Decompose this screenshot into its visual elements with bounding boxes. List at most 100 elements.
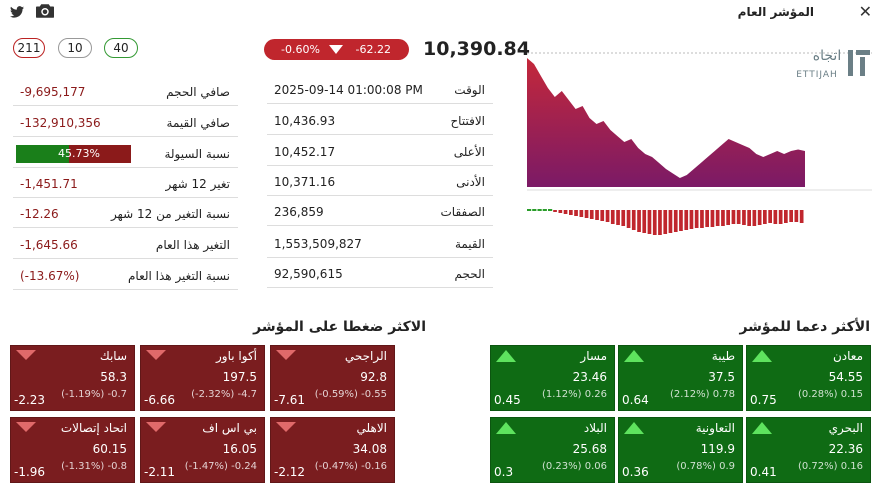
stock-change: (0.28%) 0.15 xyxy=(797,389,863,400)
stock-tile[interactable]: مسار 23.46 (1.12%) 0.26 0.45 xyxy=(490,345,615,411)
stat-row: -12.26 نسبة التغير من 12 شهر xyxy=(13,198,238,228)
stock-name: سابك xyxy=(99,349,127,363)
volume-bar xyxy=(668,210,673,233)
index-impact: 0.45 xyxy=(494,393,521,407)
stat-label: نسبة السيولة xyxy=(164,147,230,161)
stat-value: -1,645.66 xyxy=(20,238,78,252)
stat-label: الأعلى xyxy=(453,145,485,159)
stat-row: -9,695,177 صافي الحجم xyxy=(13,76,238,106)
volume-bar xyxy=(679,210,683,231)
stock-tile[interactable]: التعاونية 119.9 (0.78%) 0.9 0.36 xyxy=(618,417,743,483)
volume-bar xyxy=(684,210,689,230)
volume-bar xyxy=(794,210,799,222)
stat-label: الصفقات xyxy=(440,205,486,219)
change-percent: -0.60% xyxy=(281,43,320,56)
up-arrow-icon xyxy=(752,350,772,362)
twitter-icon[interactable] xyxy=(10,6,24,18)
down-arrow-icon xyxy=(146,422,166,432)
stock-name: مسار xyxy=(580,349,607,363)
volume-bar xyxy=(763,210,767,224)
stat-row: 2025-09-14 01:00:08 PM الوقت xyxy=(267,74,493,104)
stock-name: طيبة xyxy=(711,349,735,363)
stock-tile[interactable]: معادن 54.55 (0.28%) 0.15 0.75 xyxy=(746,345,871,411)
stock-price: 197.5 xyxy=(222,370,257,384)
volume-bar xyxy=(689,210,694,229)
most-pressure-heading: الاكثر ضغطا على المؤشر xyxy=(253,319,426,335)
volume-bar xyxy=(542,209,547,211)
volume-bar xyxy=(527,209,532,211)
stat-value: 10,371.16 xyxy=(274,175,336,189)
index-impact: -1.96 xyxy=(14,465,46,479)
stock-change: (-1.47%) -0.24 xyxy=(184,461,257,472)
stock-change: (-1.19%) -0.7 xyxy=(61,389,127,400)
stock-tile[interactable]: بي اس اف 16.05 (-1.47%) -0.24 -2.11 xyxy=(140,417,265,483)
stock-price: 54.55 xyxy=(828,370,863,384)
down-arrow-icon xyxy=(276,350,296,360)
stock-tile[interactable]: البحري 22.36 (0.72%) 0.16 0.41 xyxy=(746,417,871,483)
volume-bar xyxy=(705,210,709,227)
stock-tile[interactable]: الراجحي 92.8 (-0.59%) -0.55 -7.61 xyxy=(270,345,395,411)
volume-bar xyxy=(768,210,772,223)
liquidity-bar: 45.73% xyxy=(16,145,131,163)
camera-icon[interactable] xyxy=(36,4,54,18)
volume-bar xyxy=(663,210,668,234)
intraday-chart xyxy=(527,52,872,235)
stat-row: 1,553,509,827 القيمة xyxy=(267,228,493,258)
stat-value: -1,451.71 xyxy=(20,177,78,191)
index-impact: -6.66 xyxy=(144,393,176,407)
stock-name: البحري xyxy=(828,421,863,435)
stock-price: 23.46 xyxy=(572,370,607,384)
stat-label: الأدنى xyxy=(456,175,485,189)
stat-row: (-13.67%) نسبة التغير هذا العام xyxy=(13,260,238,290)
volume-bar xyxy=(673,210,678,232)
stock-tile[interactable]: البلاد 25.68 (0.23%) 0.06 0.3 xyxy=(490,417,615,483)
volume-bar xyxy=(736,210,741,224)
stat-label: نسبة التغير من 12 شهر xyxy=(110,207,230,221)
stock-price: 25.68 xyxy=(572,442,607,456)
volume-bar xyxy=(731,210,736,224)
stock-change: (0.72%) 0.16 xyxy=(797,461,863,472)
volume-bar xyxy=(652,210,657,235)
stat-row: 10,436.93 الافتتاح xyxy=(267,105,493,135)
index-impact: 0.3 xyxy=(494,465,514,479)
volume-bar xyxy=(721,210,725,226)
volume-bar xyxy=(658,210,662,235)
stock-tile[interactable]: الاهلي 34.08 (-0.47%) -0.16 -2.12 xyxy=(270,417,395,483)
stat-value: -12.26 xyxy=(20,207,59,221)
index-impact: 0.36 xyxy=(622,465,649,479)
up-arrow-icon xyxy=(496,422,516,434)
stat-row: 10,371.16 الأدنى xyxy=(267,166,493,196)
stock-name: البلاد xyxy=(583,421,607,435)
change-points: -62.22 xyxy=(355,43,391,56)
close-icon[interactable]: ✕ xyxy=(858,2,872,21)
index-impact: 0.75 xyxy=(750,393,777,407)
volume-bar xyxy=(616,210,620,225)
stat-value: 1,553,509,827 xyxy=(274,237,362,251)
stock-tile[interactable]: طيبة 37.5 (2.12%) 0.78 0.64 xyxy=(618,345,743,411)
volume-bar xyxy=(747,210,751,226)
stock-price: 37.5 xyxy=(708,370,735,384)
stat-row: 236,859 الصفقات xyxy=(267,196,493,226)
stock-tile[interactable]: سابك 58.3 (-1.19%) -0.7 -2.23 xyxy=(10,345,135,411)
most-support-heading: الأكثر دعما للمؤشر xyxy=(739,319,870,335)
volume-bar xyxy=(726,210,730,225)
stat-label: الوقت xyxy=(454,83,485,97)
stat-value: 2025-09-14 01:00:08 PM xyxy=(274,83,423,97)
stat-value: 92,590,615 xyxy=(274,267,343,281)
stock-change: (1.12%) 0.26 xyxy=(541,389,607,400)
stock-price: 92.8 xyxy=(360,370,387,384)
volume-bar xyxy=(621,210,626,226)
stat-value: 10,436.93 xyxy=(274,114,336,128)
unchanged-count-badge: 10 xyxy=(58,38,92,58)
stock-tile[interactable]: أكوا باور 197.5 (-2.32%) -4.7 -6.66 xyxy=(140,345,265,411)
stock-tile[interactable]: اتحاد إتصالات 60.15 (-1.31%) -0.8 -1.96 xyxy=(10,417,135,483)
volume-bar xyxy=(694,210,699,228)
stock-price: 119.9 xyxy=(700,442,735,456)
stock-name: الاهلي xyxy=(356,421,387,435)
stat-row: 92,590,615 الحجم xyxy=(267,258,493,288)
volume-bar xyxy=(642,210,647,233)
stat-label: القيمة xyxy=(454,237,485,251)
declining-count-badge: 211 xyxy=(13,38,45,58)
volume-bar xyxy=(595,210,599,220)
stat-value: 236,859 xyxy=(274,205,324,219)
